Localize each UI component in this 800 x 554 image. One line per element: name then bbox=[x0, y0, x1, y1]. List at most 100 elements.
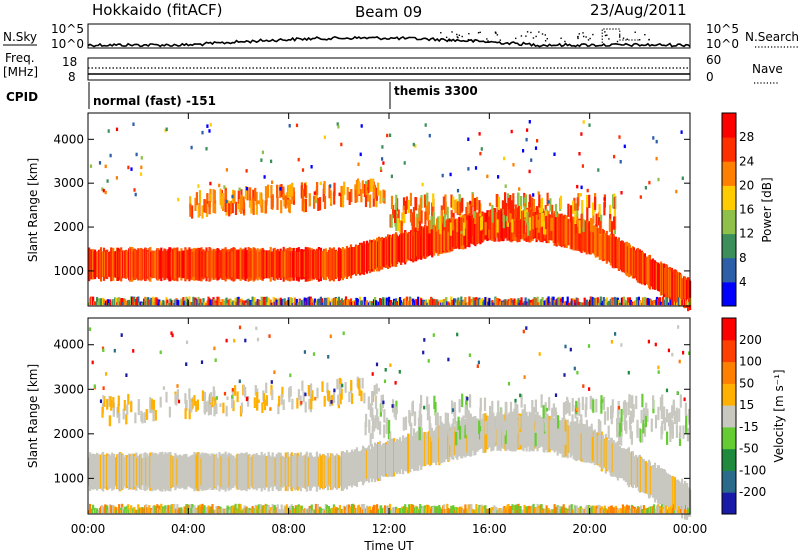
velocity-cell bbox=[671, 352, 674, 357]
velocity-cell bbox=[154, 410, 157, 421]
power-cell bbox=[308, 193, 311, 207]
power-cell bbox=[140, 165, 143, 170]
power-cell bbox=[287, 184, 290, 198]
velocity-cell bbox=[419, 403, 422, 417]
nsearch-point bbox=[577, 37, 579, 40]
power-cell bbox=[208, 201, 211, 215]
power-cell bbox=[392, 205, 395, 219]
velocity-cell bbox=[209, 404, 212, 415]
nsearch-point bbox=[456, 33, 458, 36]
velocity-cell bbox=[162, 506, 165, 514]
velocity-cell bbox=[348, 391, 351, 403]
velocity-cell bbox=[546, 413, 549, 428]
velocity-cell bbox=[351, 393, 354, 404]
power-cell bbox=[279, 187, 282, 191]
velocity-cell bbox=[176, 384, 179, 388]
power-cell bbox=[507, 197, 510, 212]
power-cell bbox=[238, 187, 241, 191]
velocity-cell bbox=[542, 405, 545, 419]
power-cell bbox=[250, 200, 253, 214]
velocity-cell bbox=[678, 408, 681, 422]
velocity-cell bbox=[536, 431, 539, 446]
velocity-cell bbox=[373, 418, 376, 432]
velocity-cell bbox=[261, 402, 264, 413]
power-cell bbox=[573, 299, 576, 306]
velocity-colorbar-frame bbox=[721, 317, 737, 515]
velocity-cell bbox=[616, 418, 619, 432]
velocity-cell bbox=[491, 506, 494, 514]
power-cell bbox=[524, 297, 527, 306]
power-cell bbox=[582, 218, 585, 232]
power-cell bbox=[599, 296, 602, 306]
velocity-cell bbox=[618, 423, 621, 437]
velocity-cell bbox=[207, 505, 210, 514]
velocity-cell bbox=[538, 352, 541, 356]
velocity-cell bbox=[176, 504, 179, 514]
power-cell bbox=[506, 213, 509, 227]
power-cell bbox=[289, 184, 292, 198]
power-cell bbox=[291, 182, 294, 196]
velocity-cell bbox=[592, 505, 595, 514]
power-cell bbox=[503, 156, 506, 161]
power-cell bbox=[619, 160, 622, 164]
power-colorbar-swatch bbox=[722, 209, 736, 235]
power-cell bbox=[340, 185, 343, 200]
velocity-cell bbox=[137, 504, 140, 514]
power-cell bbox=[271, 180, 274, 184]
velocity-cell bbox=[601, 399, 604, 403]
velocity-cell bbox=[451, 408, 455, 412]
power-cell bbox=[578, 220, 581, 234]
power-cell bbox=[497, 175, 500, 179]
velocity-cell bbox=[117, 395, 120, 407]
power-cell bbox=[225, 297, 228, 306]
x-tick-label: 00:00 bbox=[673, 522, 708, 536]
velocity-cell bbox=[442, 423, 445, 437]
power-cell bbox=[233, 190, 236, 204]
power-cell bbox=[566, 296, 569, 306]
power-cell bbox=[197, 296, 200, 306]
nsearch-point bbox=[496, 34, 499, 36]
power-cell bbox=[98, 161, 102, 165]
power-cell bbox=[189, 203, 192, 217]
velocity-cell bbox=[475, 504, 478, 514]
power-cell bbox=[205, 147, 208, 151]
velocity-cell bbox=[321, 381, 324, 392]
velocity-cell bbox=[503, 420, 506, 434]
power-cell bbox=[439, 299, 442, 306]
power-cell bbox=[479, 299, 482, 306]
power-cell bbox=[400, 220, 403, 235]
power-cell bbox=[317, 197, 320, 211]
power-cell bbox=[545, 215, 548, 230]
nsearch-point bbox=[616, 40, 619, 43]
power-cell bbox=[461, 197, 464, 211]
velocity-cell bbox=[466, 396, 469, 401]
velocity-cell bbox=[639, 505, 642, 514]
velocity-cell bbox=[513, 408, 516, 423]
power-cell bbox=[540, 197, 544, 211]
velocity-cell bbox=[339, 393, 342, 405]
velocity-cell bbox=[451, 400, 454, 414]
velocity-cell bbox=[654, 342, 657, 347]
velocity-cell bbox=[371, 407, 374, 421]
power-cell bbox=[513, 298, 516, 306]
velocity-cell bbox=[659, 397, 662, 411]
power-cell bbox=[418, 204, 421, 218]
velocity-cell bbox=[464, 424, 467, 439]
power-cell bbox=[536, 139, 539, 143]
velocity-cell bbox=[671, 405, 674, 419]
power-cell bbox=[491, 209, 494, 223]
power-cell bbox=[185, 296, 188, 306]
velocity-cell bbox=[289, 386, 292, 397]
power-cell bbox=[404, 200, 407, 214]
velocity-cell bbox=[256, 399, 259, 411]
velocity-cell bbox=[257, 399, 260, 403]
power-cell bbox=[471, 193, 474, 207]
velocity-cell bbox=[314, 396, 317, 401]
nsearch-point bbox=[526, 31, 529, 33]
velocity-cell bbox=[195, 401, 198, 412]
nsearch-point bbox=[440, 32, 442, 34]
power-cell bbox=[457, 201, 460, 215]
power-colorbar-swatch bbox=[722, 137, 736, 162]
power-cell bbox=[403, 210, 406, 224]
